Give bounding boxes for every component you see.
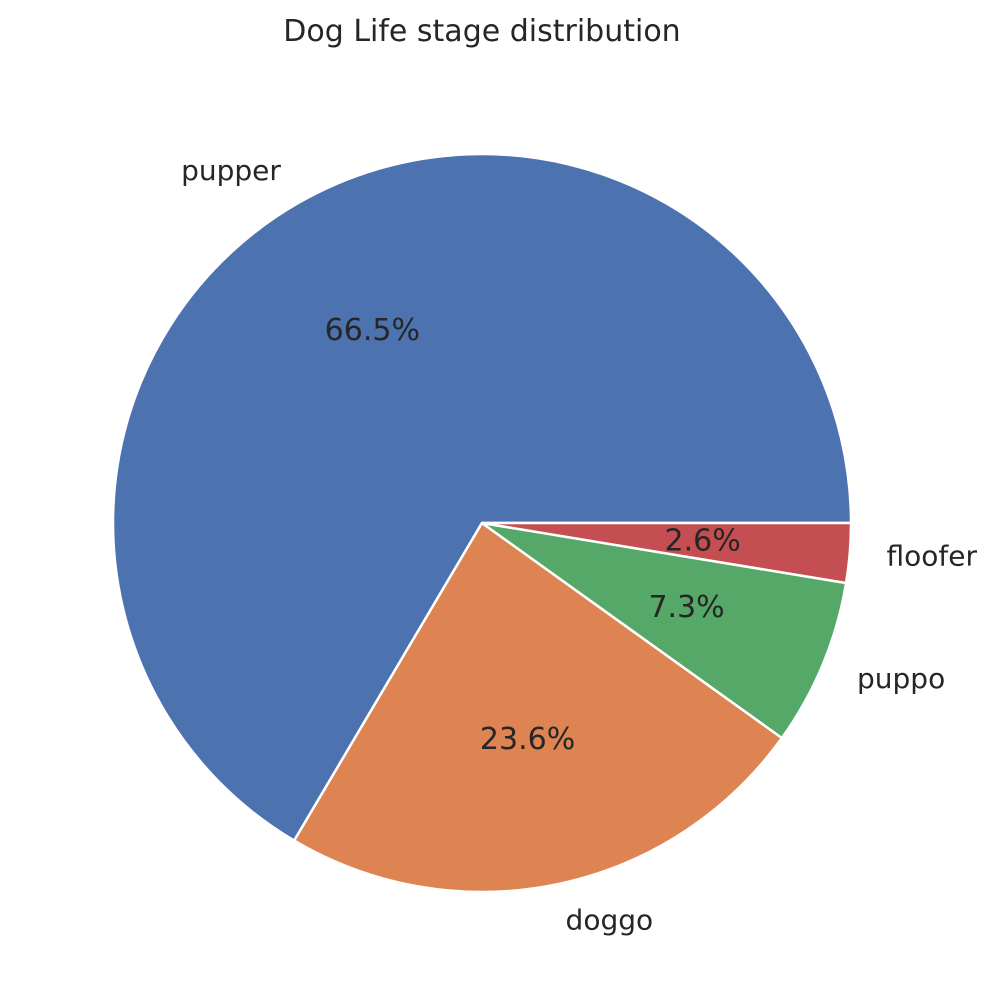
slice-label-doggo: doggo bbox=[566, 904, 654, 937]
pie-slice-puppo bbox=[480, 521, 848, 740]
chart-title: Dog Life stage distribution bbox=[283, 14, 681, 49]
pie-slice-doggo bbox=[292, 521, 784, 894]
slice-percent-puppo: 7.3% bbox=[648, 590, 724, 625]
slice-label-puppo: puppo bbox=[857, 662, 945, 695]
slice-percent-floofer: 2.6% bbox=[665, 524, 741, 559]
pie-slice-floofer bbox=[480, 521, 853, 585]
pie-slice-pupper bbox=[111, 152, 853, 842]
slice-percent-doggo: 23.6% bbox=[480, 722, 575, 757]
slice-label-pupper: pupper bbox=[181, 154, 281, 187]
pie-labels: pupper 66.5% doggo 23.6% puppo 7.3% floofer 2.6… bbox=[181, 154, 977, 937]
slice-label-floofer: floofer bbox=[887, 540, 978, 573]
slice-percent-pupper: 66.5% bbox=[325, 313, 420, 348]
pie-slices bbox=[111, 152, 853, 894]
